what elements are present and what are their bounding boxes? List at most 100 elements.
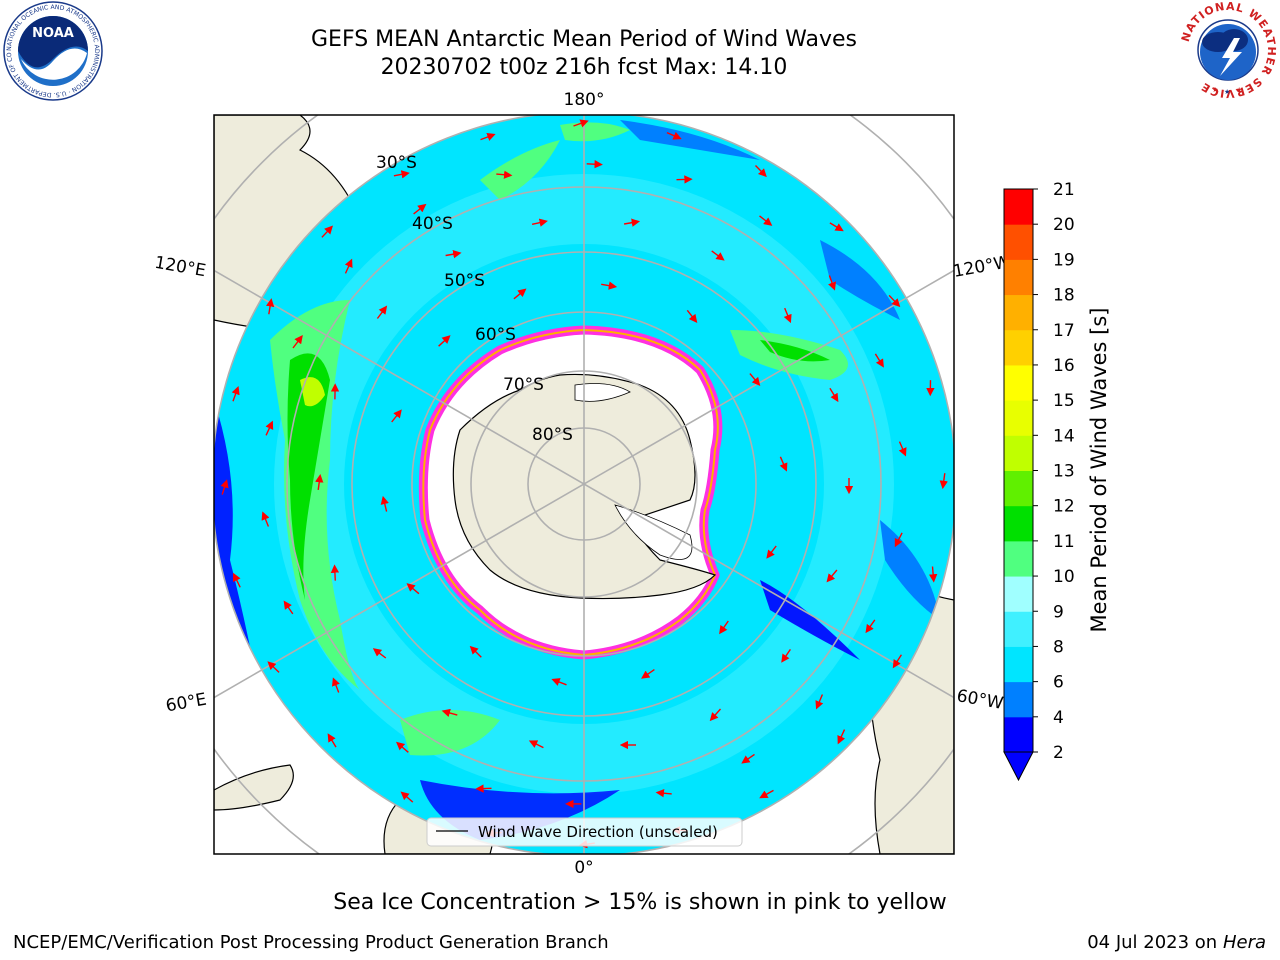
wave-direction-arrow [406, 583, 420, 595]
wave-direction-arrow [265, 298, 275, 315]
wave-direction-arrow [551, 678, 567, 686]
wave-direction-arrow [601, 281, 618, 290]
lat-label-30s: 30°S [376, 153, 417, 173]
lon-label-60w: 60°W [955, 686, 1005, 714]
wave-direction-arrow [372, 648, 387, 659]
colorbar-tick-label: 4 [1053, 708, 1064, 728]
nws-logo: NATIONAL WEATHER SERVICE ★ ★ ★ [1178, 0, 1278, 100]
colorbar-swatch [1004, 646, 1033, 683]
colorbar-tick-label: 12 [1053, 497, 1075, 517]
footer-date-text: 04 Jul 2023 on [1087, 932, 1218, 953]
chart-title: GEFS MEAN Antarctic Mean Period of Wind … [311, 27, 857, 52]
wave-direction-arrow [265, 420, 274, 436]
map-area [214, 115, 954, 854]
wave-direction-arrow [686, 309, 698, 324]
lat-label-50s: 50°S [444, 271, 485, 291]
colorbar-swatch [1004, 400, 1033, 436]
wave-direction-arrows [220, 119, 948, 849]
lon-label-180: 180° [564, 90, 605, 110]
colorbar-tick-label: 16 [1053, 356, 1075, 376]
wave-direction-arrow [719, 620, 729, 635]
wave-direction-arrow [779, 456, 788, 472]
colorbar-swatch [1004, 470, 1033, 507]
colorbar-swatch [1004, 435, 1033, 471]
wave-direction-arrow [892, 654, 902, 669]
colorbar-swatch [1004, 224, 1033, 260]
colorbar-swatch [1004, 294, 1033, 331]
colorbar-tick-label: 8 [1053, 637, 1064, 657]
wave-direction-arrow [781, 649, 791, 663]
wave-direction-arrow [623, 218, 641, 227]
footer-credit: NCEP/EMC/Verification Post Processing Pr… [13, 932, 609, 953]
wave-direction-arrow [292, 335, 303, 349]
wave-direction-arrow [344, 258, 353, 274]
lon-label-120w: 120°W [952, 252, 1013, 282]
lat-label-40s: 40°S [412, 214, 453, 234]
wave-direction-arrow [829, 222, 844, 232]
colorbar-swatch [1004, 259, 1033, 296]
wave-direction-arrow [741, 753, 755, 764]
colorbar-swatch [1004, 505, 1033, 542]
colorbar-swatch [1004, 611, 1033, 647]
wave-direction-arrow [315, 473, 324, 490]
wave-direction-arrow [766, 545, 777, 559]
map-frame [213, 114, 955, 855]
wave-direction-arrow [327, 733, 337, 748]
colorbar-tick-label: 9 [1053, 602, 1064, 622]
wave-direction-arrow [888, 294, 901, 308]
footer-host: Hera [1222, 932, 1266, 953]
noaa-logo: NATIONAL OCEANIC AND ATMOSPHERIC ADMINIS… [0, 0, 103, 101]
lon-label-0: 0° [574, 858, 593, 878]
wave-direction-arrow [837, 729, 846, 745]
wave-direction-arrow [783, 307, 792, 324]
sea-ice-caption: Sea Ice Concentration > 15% is shown in … [333, 890, 947, 915]
colorbar-tick-label: 15 [1053, 391, 1075, 411]
wave-period-field [214, 115, 954, 854]
land-madagascar [214, 764, 294, 811]
colorbar-swatch [1004, 576, 1033, 612]
svg-text:★: ★ [1212, 86, 1218, 94]
colorbar-tick-label: 14 [1053, 426, 1075, 446]
colorbar: 2 4 6 8 9 10 11 12 13 14 15 16 17 18 19 20 21 [1003, 180, 1075, 782]
wave-direction-arrow [283, 600, 294, 615]
colorbar-tick-label: 10 [1053, 567, 1075, 587]
colorbar-tick-label: 11 [1053, 532, 1075, 552]
wave-direction-arrow [393, 170, 410, 179]
colorbar-swatch [1004, 364, 1033, 401]
wave-direction-arrow [531, 218, 548, 227]
legend-label: Wind Wave Direction (unscaled) [478, 823, 718, 841]
wave-direction-arrow [894, 532, 903, 548]
colorbar-swatch [1004, 716, 1033, 753]
wave-direction-arrow [759, 789, 774, 799]
wave-direction-arrow [396, 741, 409, 753]
wave-direction-arrow [231, 385, 240, 402]
wave-direction-arrow [928, 566, 938, 583]
svg-text:★: ★ [1224, 88, 1230, 96]
lat-label-80s: 80°S [532, 425, 573, 445]
lat-label-60s: 60°S [475, 325, 516, 345]
lon-label-120e: 120°E [153, 253, 207, 282]
colorbar-swatch [1004, 329, 1033, 366]
wave-direction-arrow [267, 661, 280, 673]
colorbar-tick-label: 20 [1053, 215, 1075, 235]
wave-direction-arrow [865, 619, 876, 634]
wave-direction-arrow [666, 131, 682, 140]
colorbar-extend [1003, 751, 1034, 782]
colorbar-tick-label: 13 [1053, 462, 1075, 482]
wave-direction-arrow [220, 479, 229, 495]
colorbar-tick-label: 18 [1053, 286, 1075, 306]
colorbar-tick-label: 17 [1053, 321, 1075, 341]
lon-label-60e: 60°E [164, 690, 208, 717]
wave-direction-arrow [528, 740, 544, 749]
wave-direction-arrow [573, 119, 589, 128]
wave-direction-arrow [749, 373, 761, 387]
colorbar-label: Mean Period of Wind Waves [s] [1087, 308, 1111, 633]
wave-direction-arrow [441, 708, 458, 717]
wave-direction-arrow [513, 288, 527, 300]
wave-direction-arrow [874, 353, 884, 368]
graticule [214, 115, 954, 854]
svg-text:NOAA: NOAA [32, 26, 74, 41]
wave-direction-arrow [438, 335, 451, 347]
wave-direction-arrow [330, 564, 340, 581]
